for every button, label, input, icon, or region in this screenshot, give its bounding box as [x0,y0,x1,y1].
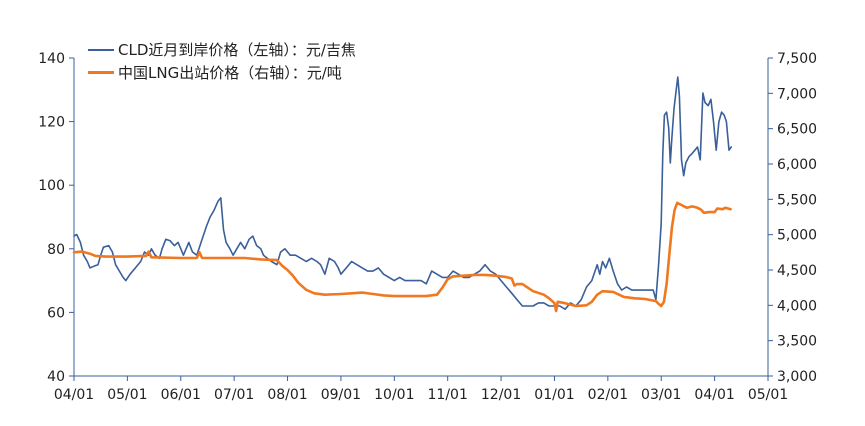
x-tick-label: 05/01 [748,387,788,403]
x-tick-label: 05/01 [107,387,147,403]
x-tick-label: 02/01 [588,387,628,403]
right-tick-label: 3,000 [777,369,817,385]
legend-swatch-lng [88,71,114,74]
right-tick-label: 4,500 [777,263,817,279]
right-tick-label: 7,000 [777,86,817,102]
series-lines [72,76,733,313]
x-tick-label: 10/01 [374,387,414,403]
x-axis: 04/01 05/01 06/01 07/01 08/01 09/01 10/01 11/01… [54,375,788,403]
series-line-lng [72,201,732,313]
x-tick-label: 09/01 [321,387,361,403]
left-tick-label: 60 [47,305,65,321]
right-tick-label: 7,500 [777,51,817,67]
right-y-axis: 3,000 3,500 4,000 4,500 5,000 5,500 6,000 6,500… [767,51,817,385]
x-tick-label: 03/01 [641,387,681,403]
right-tick-label: 6,500 [777,122,817,138]
x-tick-label: 07/01 [214,387,254,403]
right-tick-label: 4,000 [777,298,817,314]
legend-label-cld: CLD近月到岸价格（左轴）：元/吉焦 [118,41,356,59]
left-tick-label: 40 [47,369,65,385]
x-tick-label: 01/01 [534,387,574,403]
left-tick-label: 140 [38,51,65,67]
x-tick-label: 06/01 [161,387,201,403]
left-tick-label: 100 [38,178,65,194]
legend-item-lng: 中国LNG出站价格（右轴）：元/吨 [88,61,356,84]
legend-swatch-cld [88,48,114,51]
left-y-axis: 40 60 80 100 120 140 [38,51,75,385]
series-line-cld [73,76,733,311]
legend: CLD近月到岸价格（左轴）：元/吉焦 中国LNG出站价格（右轴）：元/吨 [88,38,356,84]
right-tick-label: 5,000 [777,228,817,244]
legend-item-cld: CLD近月到岸价格（左轴）：元/吉焦 [88,38,356,61]
right-tick-label: 6,000 [777,157,817,173]
right-tick-label: 5,500 [777,192,817,208]
right-tick-label: 3,500 [777,334,817,350]
x-tick-label: 04/01 [694,387,734,403]
left-tick-label: 80 [47,242,65,258]
left-tick-label: 120 [38,115,65,131]
x-tick-label: 12/01 [481,387,521,403]
legend-label-lng: 中国LNG出站价格（右轴）：元/吨 [118,64,342,82]
x-tick-label: 04/01 [54,387,94,403]
x-tick-label: 08/01 [267,387,307,403]
x-tick-label: 11/01 [428,387,468,403]
